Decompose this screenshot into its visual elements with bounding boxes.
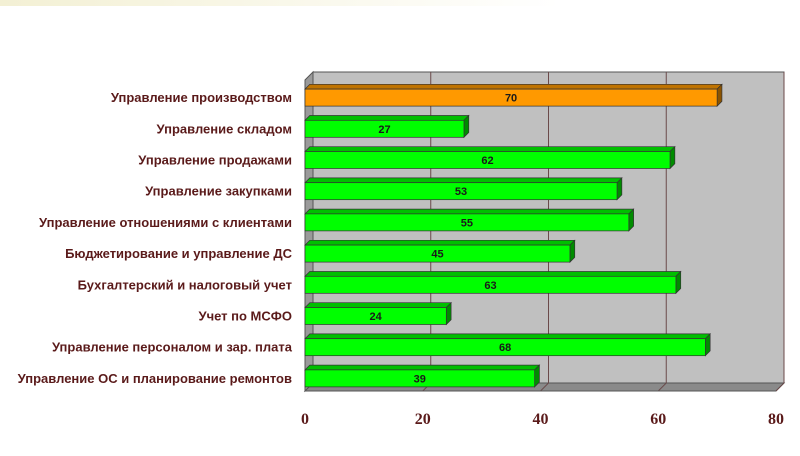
bar-value-label: 39 xyxy=(414,373,426,385)
x-tick-label: 80 xyxy=(768,411,784,428)
category-label: Управление производством xyxy=(111,90,292,105)
bar: 55 xyxy=(304,208,635,232)
bar-top-face xyxy=(304,333,711,340)
category-label: Управление отношениями с клиентами xyxy=(39,215,292,230)
bar-value-label: 70 xyxy=(505,93,517,105)
bar-top-face xyxy=(304,115,470,121)
bars: 70 27 62 53 55 45 63 24 68 39 xyxy=(304,83,723,388)
x-axis: 0 20 40 60 80 xyxy=(301,390,784,428)
bar: 68 xyxy=(304,333,711,357)
bar-value-label: 45 xyxy=(431,249,443,261)
bar-top-face xyxy=(304,177,623,184)
x-tick-label: 60 xyxy=(650,411,666,428)
category-label: Управление ОС и планирование ремонтов xyxy=(18,371,292,386)
category-label: Управление продажами xyxy=(138,153,292,168)
bar: 24 xyxy=(304,301,452,326)
bar-front-face xyxy=(304,307,447,325)
bar-value-label: 53 xyxy=(455,186,467,198)
bar: 27 xyxy=(304,114,470,139)
x-tick-label: 0 xyxy=(301,411,309,428)
bar-front-face xyxy=(304,338,706,357)
bar-top-face xyxy=(304,364,541,371)
category-labels: Управление производством Управление склад… xyxy=(18,90,293,386)
bar: 53 xyxy=(304,177,623,201)
gridline-floor xyxy=(775,382,785,392)
category-label: Управление закупками xyxy=(145,184,292,199)
bar-front-face xyxy=(304,88,718,107)
bar: 70 xyxy=(304,83,723,107)
bar-value-label: 55 xyxy=(461,217,473,229)
gridline-floor xyxy=(540,382,549,392)
bar-front-face xyxy=(304,151,671,169)
bar-top-face xyxy=(304,208,635,215)
bar-top-face xyxy=(304,239,576,246)
bar-top-face xyxy=(304,271,682,277)
top-accent-strip xyxy=(0,0,800,6)
bar-value-label: 63 xyxy=(484,280,496,292)
bar: 63 xyxy=(304,270,682,295)
bar: 45 xyxy=(304,239,576,263)
bar-front-face xyxy=(304,119,465,138)
bar-top-face xyxy=(304,146,676,152)
gridline-floor xyxy=(657,382,667,392)
bar-value-label: 68 xyxy=(499,342,511,354)
category-label: Учет по МСФО xyxy=(198,309,292,324)
bar-front-face xyxy=(304,213,630,232)
category-label: Бухгалтерский и налоговый учет xyxy=(78,277,292,292)
category-label: Управление складом xyxy=(157,121,292,136)
bar: 62 xyxy=(304,145,676,170)
bar-front-face xyxy=(304,275,677,294)
category-label: Управление персоналом и зар. плата xyxy=(52,340,293,355)
x-tick-label: 40 xyxy=(533,411,549,428)
bar-front-face xyxy=(304,369,535,388)
bar-front-face xyxy=(304,244,571,263)
bar-top-face xyxy=(304,83,723,90)
x-tick-label: 20 xyxy=(415,411,431,428)
bar-top-face xyxy=(304,302,452,308)
bar: 39 xyxy=(304,364,541,388)
bar-front-face xyxy=(304,182,618,201)
category-label: Бюджетирование и управление ДС xyxy=(65,246,293,261)
bar-value-label: 62 xyxy=(481,155,493,167)
bar-value-label: 24 xyxy=(370,311,383,323)
bar-value-label: 27 xyxy=(378,124,390,136)
